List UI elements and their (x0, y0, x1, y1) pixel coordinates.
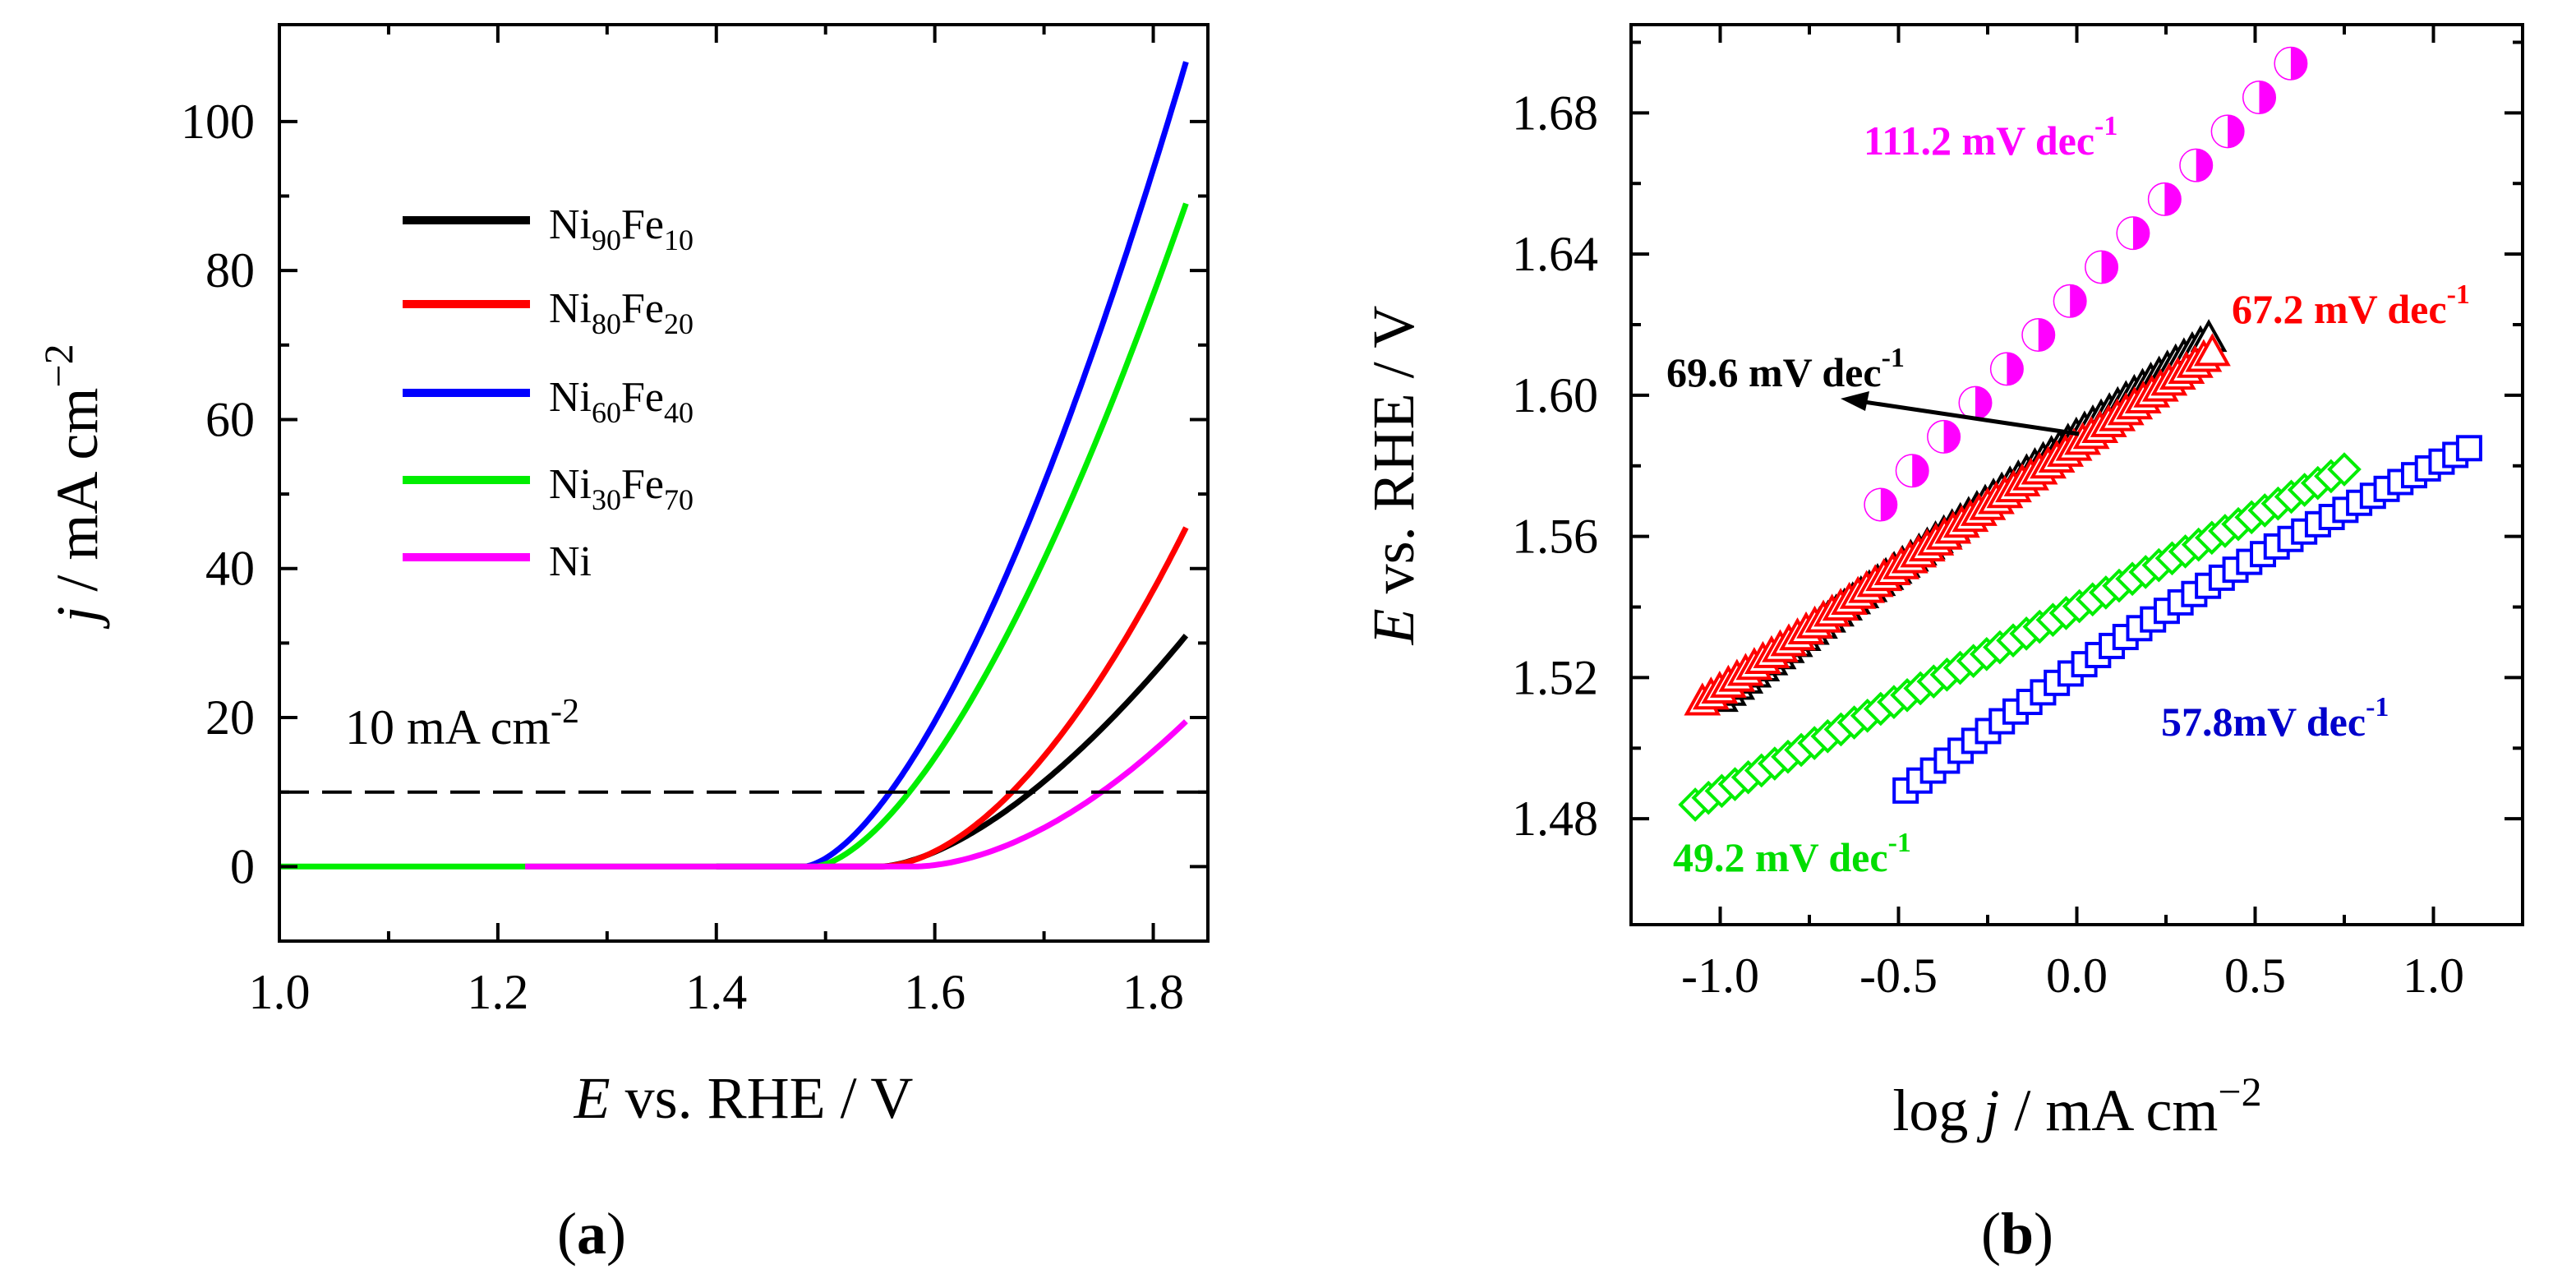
y-tick-label: 1.60 (1512, 368, 1598, 422)
legend-item-ni30fe70: Ni30Fe70 (403, 461, 694, 516)
legend: Ni90Fe10 Ni80Fe20 Ni60Fe40 Ni30Fe70 Ni (403, 201, 694, 585)
y-tick-label: 20 (205, 690, 255, 745)
series-ni (1864, 46, 2308, 522)
arrow-shaft (1858, 399, 2080, 436)
x-tick-label: 1.8 (1122, 965, 1184, 1019)
panel-b-y-axis-title: E vs. RHE / V (1361, 306, 1426, 646)
data-point-ni-half (1959, 387, 1975, 419)
data-point-ni-half (1864, 489, 1881, 520)
panel-a: 10 mA cm-2 1.0 1.2 1.4 1.6 1.8 0 20 40 60 80 100 N… (35, 23, 1210, 1267)
series-line-ni (525, 719, 1188, 870)
reference-line-label: 10 mA cm-2 (345, 693, 579, 755)
data-point-ni-half (2274, 48, 2291, 80)
panel-b-x-axis-title: log j / mA cm−2 (1892, 1068, 2261, 1143)
y-tick-label: 100 (181, 95, 255, 149)
panel-b: -1.0 -0.5 0.0 0.5 1.0 1.48 1.52 1.56 1.60 1.64 1.6… (1361, 23, 2524, 1267)
y-tick-label: 1.64 (1512, 227, 1598, 281)
panel-a-x-axis-title: E vs. RHE / V (574, 1065, 914, 1131)
legend-label-ni90fe10: Ni90Fe10 (549, 201, 694, 256)
data-point-ni-half (2054, 285, 2071, 317)
panel-a-label: (a) (557, 1201, 626, 1267)
tafel-label-ni80fe20: 67.2 mV dec-1 (2232, 279, 2470, 332)
x-tick-label: 1.0 (2403, 948, 2464, 1003)
panel-a-frame (278, 23, 1210, 943)
series-ni30fe70 (1678, 452, 2362, 822)
series-ni60fe40 (1892, 435, 2482, 804)
tafel-label-ni60fe40: 57.8mV dec-1 (2161, 692, 2389, 745)
y-tick-label: 40 (205, 542, 255, 596)
tafel-label-ni30fe70: 49.2 mV dec-1 (1673, 828, 1911, 880)
legend-label-ni: Ni (549, 538, 592, 585)
x-tick-label: 1.4 (685, 965, 747, 1019)
panel-a-axes: 1.0 1.2 1.4 1.6 1.8 0 20 40 60 80 100 (181, 25, 1208, 1019)
data-point-ni-half (1896, 455, 1913, 487)
legend-item-ni60fe40: Ni60Fe40 (403, 374, 694, 429)
panel-a-series-group (279, 61, 1189, 870)
data-point-ni60fe40 (2455, 435, 2482, 462)
data-point-ni-half (2243, 81, 2260, 113)
legend-item-ni90fe10: Ni90Fe10 (403, 201, 694, 256)
legend-label-ni60fe40: Ni60Fe40 (549, 374, 694, 429)
x-tick-label: 0.5 (2224, 948, 2286, 1003)
panel-b-series-group (1678, 46, 2482, 822)
series-line-ni90fe10 (716, 634, 1189, 870)
data-point-ni-half (2085, 251, 2102, 283)
series-ni80fe20 (1684, 333, 2231, 716)
x-tick-label: 1.2 (467, 965, 528, 1019)
y-tick-label: 60 (205, 392, 255, 446)
tafel-label-ni: 111.2 mV dec-1 (1864, 111, 2117, 164)
data-point-ni-half (1991, 353, 2007, 385)
data-point-ni-half (2022, 319, 2039, 351)
y-tick-label: 1.68 (1512, 85, 1598, 140)
y-tick-label: 1.48 (1512, 791, 1598, 846)
x-tick-label: 0.0 (2046, 948, 2108, 1003)
y-tick-label: 0 (230, 839, 255, 893)
data-point-ni-half (2117, 217, 2133, 249)
series-line-ni60fe40 (716, 61, 1189, 870)
y-tick-label: 1.52 (1512, 650, 1598, 704)
data-point-ni30fe70 (2327, 452, 2362, 487)
x-tick-label: -0.5 (1859, 948, 1938, 1003)
data-point-ni-half (2212, 115, 2228, 147)
data-point-ni-half (2180, 150, 2196, 182)
legend-item-ni: Ni (403, 538, 592, 585)
tafel-label-ni90fe10: 69.6 mV dec-1 (1666, 343, 1905, 395)
y-tick-label: 1.56 (1512, 510, 1598, 564)
arrow-head (1841, 391, 1869, 411)
data-point-ni-half (2149, 183, 2165, 215)
x-tick-label: 1.6 (904, 965, 965, 1019)
legend-item-ni80fe20: Ni80Fe20 (403, 285, 694, 340)
panel-b-axes: -1.0 -0.5 0.0 0.5 1.0 1.48 1.52 1.56 1.60 1.64 1.6… (1512, 25, 2523, 1003)
panel-b-label: (b) (1981, 1201, 2053, 1267)
legend-label-ni30fe70: Ni30Fe70 (549, 461, 694, 516)
x-tick-label: 1.0 (249, 965, 311, 1019)
x-tick-label: -1.0 (1681, 948, 1759, 1003)
data-point-ni-half (1928, 421, 1944, 453)
panel-a-y-axis-title: j / mA cm−2 (35, 344, 110, 629)
arrow-69-6 (1841, 391, 2080, 436)
data-point-ni80fe20 (2194, 333, 2231, 367)
y-tick-label: 80 (205, 243, 255, 298)
legend-label-ni80fe20: Ni80Fe20 (549, 285, 694, 340)
